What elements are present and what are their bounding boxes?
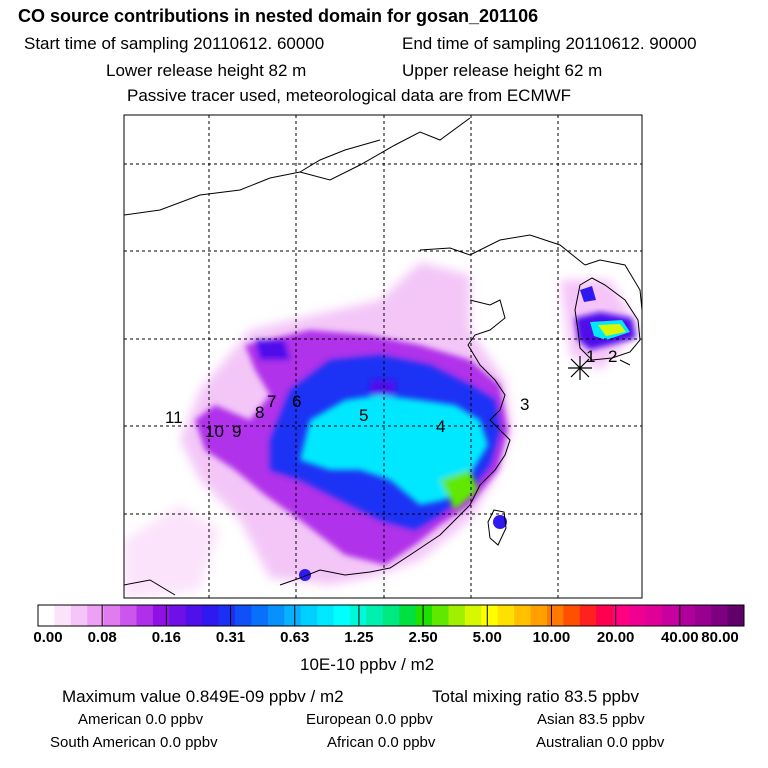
colorbar-tick-label: 80.00: [701, 629, 739, 646]
colorbar-swatch: [120, 605, 138, 626]
colorbar-swatch: [432, 605, 449, 626]
colorbar-swatch: [464, 605, 482, 626]
region-label-7: 7: [267, 392, 276, 411]
peak-concentration-region: [300, 380, 488, 510]
colorbar-swatch: [612, 605, 630, 626]
colorbar-swatch: [546, 605, 564, 626]
region-label-5: 5: [359, 406, 368, 425]
lower-release-height-label: Lower release height 82 m: [106, 61, 307, 80]
region-label-9: 9: [232, 422, 241, 441]
colorbar-unit: 10E-10 ppbv / m2: [300, 655, 435, 674]
colorbar-swatch: [645, 605, 663, 626]
colorbar-swatch: [514, 605, 532, 626]
region-label-6: 6: [292, 392, 301, 411]
map-frame: [123, 114, 643, 599]
colorbar-swatch: [661, 605, 679, 626]
upper-release-height-label: Upper release height 62 m: [402, 61, 603, 80]
colorbar-swatch: [415, 605, 433, 626]
lat-lon-grid: [124, 115, 642, 598]
concentration-field: [124, 117, 642, 598]
colorbar-swatch: [579, 605, 597, 626]
region-label-1: 1: [586, 347, 595, 366]
colorbar-swatch: [333, 605, 351, 626]
colorbar-swatch: [300, 605, 318, 626]
colorbar-swatch: [399, 605, 417, 626]
colorbar-swatch: [152, 605, 170, 626]
colorbar-swatch: [711, 605, 729, 626]
colorbar-tick-label: 40.00: [661, 629, 699, 646]
region-labels: 1 2 3 4 5 6 7 8 9 10 11: [165, 347, 617, 441]
end-time-label: End time of sampling 20110612. 90000: [402, 34, 697, 53]
colorbar-swatch: [202, 605, 220, 626]
colorbar-swatch: [678, 605, 696, 626]
receptor-marker-icon: [568, 356, 592, 380]
colorbar-swatch: [70, 605, 88, 626]
colorbar-swatch: [366, 605, 384, 626]
colorbar-swatch: [218, 605, 236, 626]
colorbar-swatch: [563, 605, 581, 626]
colorbar-swatch: [448, 605, 466, 626]
colorbar-swatch: [38, 605, 55, 626]
coastlines: [124, 117, 642, 596]
colorbar-swatch: [382, 605, 400, 626]
asian-contribution: Asian 83.5 ppbv: [537, 711, 645, 728]
colorbar-swatch: [185, 605, 203, 626]
colorbar-swatch: [169, 605, 187, 626]
colorbar-swatch: [317, 605, 335, 626]
colorbar-tick-label: 0.08: [87, 629, 117, 646]
european-contribution: European 0.0 ppbv: [306, 711, 433, 728]
colorbar-tick-label: 20.00: [596, 629, 635, 646]
colorbar-tick-label: 5.00: [472, 629, 502, 646]
colorbar-swatch: [87, 605, 105, 626]
american-contribution: American 0.0 ppbv: [78, 711, 204, 728]
region-label-11: 11: [165, 408, 183, 427]
colorbar-swatch: [235, 605, 252, 626]
colorbar-tick-label: 0.63: [280, 629, 310, 646]
south-american-contribution: South American 0.0 ppbv: [50, 734, 218, 751]
colorbar-tick-label: 2.50: [408, 629, 438, 646]
colorbar-tick-label: 1.25: [344, 629, 374, 646]
colorbar-swatch: [54, 605, 72, 626]
african-contribution: African 0.0 ppbv: [327, 734, 436, 751]
colorbar-swatch: [694, 605, 712, 626]
colorbar-swatch: [103, 605, 121, 626]
colorbar-swatch: [497, 605, 515, 626]
colorbar-swatch: [251, 605, 269, 626]
start-time-label: Start time of sampling 20110612. 60000: [24, 34, 325, 53]
colorbar-swatch: [727, 605, 745, 626]
colorbar-swatch: [481, 605, 499, 626]
colorbar-tick-label: 0.16: [151, 629, 181, 646]
taiwan-hotspot: [493, 515, 507, 529]
region-label-10: 10: [205, 422, 224, 441]
region-label-2: 2: [608, 347, 617, 366]
region-label-3: 3: [520, 395, 529, 414]
tracer-info-label: Passive tracer used, meteorological data…: [127, 86, 572, 105]
korea-hotspot: [575, 286, 636, 350]
colorbar-tick-label: 10.00: [532, 629, 571, 646]
colorbar-swatch: [267, 605, 285, 626]
total-mixing-ratio-label: Total mixing ratio 83.5 ppbv: [432, 687, 639, 706]
region-label-8: 8: [255, 403, 264, 422]
colorbar-frame: [37, 604, 745, 627]
colorbar-swatch: [284, 605, 302, 626]
region-label-4: 4: [436, 417, 445, 436]
australian-contribution: Australian 0.0 ppbv: [536, 734, 665, 751]
colorbar-swatch: [530, 605, 548, 626]
maximum-value-label: Maximum value 0.849E-09 ppbv / m2: [62, 687, 344, 706]
colorbar-swatch: [596, 605, 614, 626]
colorbar-swatch: [629, 605, 646, 626]
colorbar-tick-label: 0.31: [215, 629, 246, 646]
colorbar-swatch: [136, 605, 154, 626]
colorbar-tick-label: 0.00: [33, 629, 63, 646]
map-title: CO source contributions in nested domain…: [18, 6, 539, 26]
south-coast-hotspot: [299, 569, 311, 581]
colorbar: [37, 604, 745, 627]
